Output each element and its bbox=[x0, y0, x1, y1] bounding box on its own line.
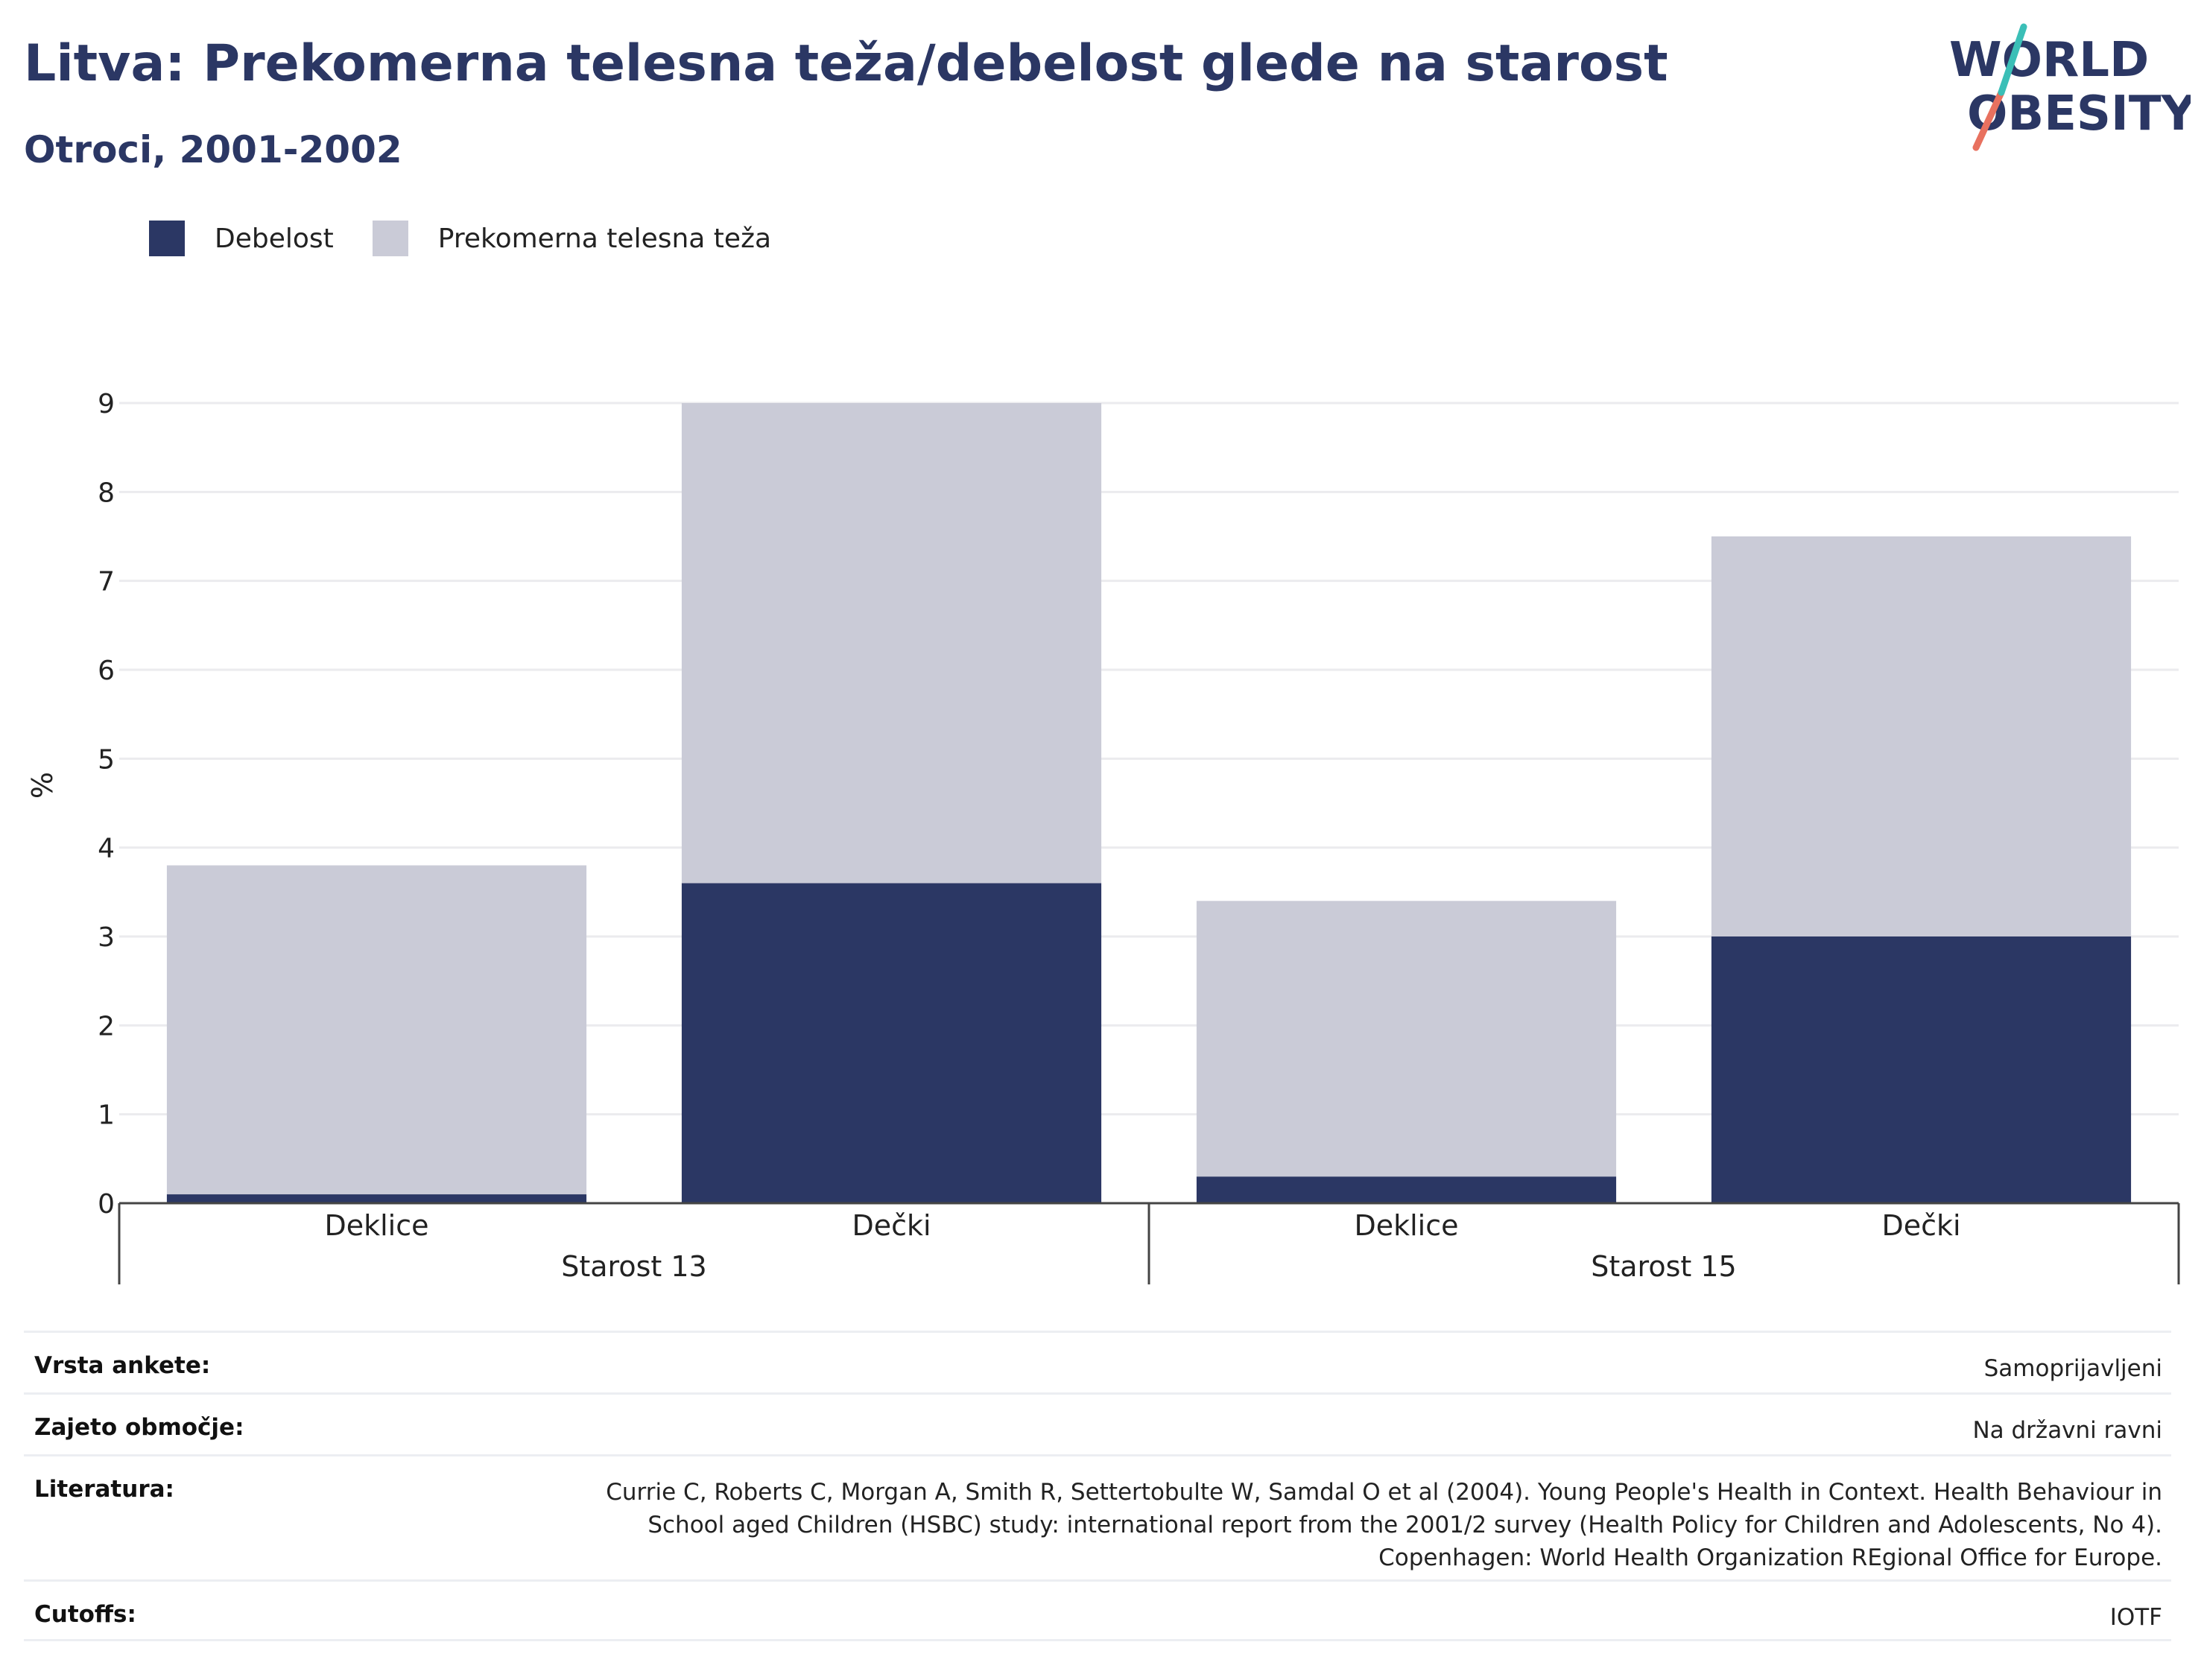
x-tick-label: Dečki bbox=[1881, 1209, 1960, 1242]
y-tick-label: 9 bbox=[98, 389, 115, 419]
stacked-bar-chart: 0 1 2 3 4 5 6 7 8 9% Deklice Dečki Deklice Dečki Staro… bbox=[26, 389, 2180, 1284]
legend-swatch-debelost bbox=[149, 221, 185, 256]
bar-debelost bbox=[681, 883, 1102, 1203]
meta-row-coverage: Zajeto območje: Na državni ravni bbox=[24, 1392, 2171, 1454]
x-tick-label: Deklice bbox=[324, 1209, 428, 1242]
meta-value-survey-type: Samoprijavljeni bbox=[1983, 1355, 2162, 1382]
legend-swatch-prekomerna bbox=[372, 221, 408, 256]
y-tick-label: 8 bbox=[98, 478, 115, 508]
meta-value-coverage: Na državni ravni bbox=[1972, 1417, 2162, 1444]
meta-row-survey-type: Vrsta ankete: Samoprijavljeni bbox=[24, 1331, 2171, 1392]
meta-label-cutoffs: Cutoffs: bbox=[34, 1601, 136, 1628]
y-tick-label: 3 bbox=[98, 922, 115, 953]
legend-label-prekomerna: Prekomerna telesna teža bbox=[437, 223, 772, 254]
bar-prekomerna bbox=[166, 865, 587, 1195]
bar-debelost bbox=[1711, 936, 2132, 1203]
x-group-label: Starost 13 bbox=[561, 1250, 706, 1283]
meta-value-literature-line: Copenhagen: World Health Organization RE… bbox=[1378, 1544, 2162, 1571]
logo-word-2: OBESITY bbox=[1967, 86, 2191, 142]
y-tick-label: 1 bbox=[98, 1100, 115, 1131]
y-tick-label: 2 bbox=[98, 1011, 115, 1042]
meta-value-literature-line: School aged Children (HSBC) study: inter… bbox=[647, 1512, 2162, 1538]
bar-prekomerna bbox=[1711, 536, 2132, 936]
bar-debelost bbox=[166, 1194, 587, 1203]
meta-value-cutoffs: IOTF bbox=[2109, 1604, 2162, 1631]
logo-slash-coral bbox=[1972, 89, 2005, 151]
meta-row-literature: Literatura: Currie C, Roberts C, Morgan … bbox=[24, 1454, 2171, 1579]
meta-label-coverage: Zajeto območje: bbox=[34, 1414, 244, 1441]
legend-item-debelost[interactable]: Debelost bbox=[149, 221, 334, 256]
x-tick-label: Dečki bbox=[852, 1209, 931, 1242]
y-tick-label: 5 bbox=[98, 744, 115, 775]
x-group-label: Starost 15 bbox=[1591, 1250, 1736, 1283]
y-tick-label: 7 bbox=[98, 567, 115, 597]
bar-debelost bbox=[1196, 1176, 1617, 1203]
meta-label-literature: Literatura: bbox=[34, 1476, 174, 1503]
chart-legend: Debelost Prekomerna telesna teža bbox=[149, 221, 810, 256]
x-tick-label: Deklice bbox=[1354, 1209, 1458, 1242]
meta-value-literature-line: Currie C, Roberts C, Morgan A, Smith R, … bbox=[606, 1479, 2162, 1506]
meta-row-cutoffs: Cutoffs: IOTF bbox=[24, 1579, 2171, 1641]
meta-label-survey-type: Vrsta ankete: bbox=[34, 1352, 211, 1379]
y-tick-label: 4 bbox=[98, 834, 115, 864]
y-axis-label: % bbox=[26, 772, 59, 799]
y-tick-label: 0 bbox=[98, 1189, 115, 1220]
bar-prekomerna bbox=[1196, 901, 1617, 1177]
chart-title: Litva: Prekomerna telesna teža/debelost … bbox=[24, 34, 1668, 93]
legend-label-debelost: Debelost bbox=[215, 223, 334, 254]
logo-word-1: WORLD bbox=[1949, 33, 2149, 88]
world-obesity-logo: WORLD OBESITY bbox=[1949, 23, 2191, 151]
y-tick-label: 6 bbox=[98, 656, 115, 686]
chart-subtitle: Otroci, 2001-2002 bbox=[24, 128, 402, 171]
survey-info-table: Vrsta ankete: Samoprijavljeni Zajeto obm… bbox=[24, 1331, 2171, 1641]
bar-prekomerna bbox=[681, 403, 1102, 884]
logo-slash-teal bbox=[1998, 23, 2027, 96]
legend-item-prekomerna[interactable]: Prekomerna telesna teža bbox=[372, 221, 772, 256]
